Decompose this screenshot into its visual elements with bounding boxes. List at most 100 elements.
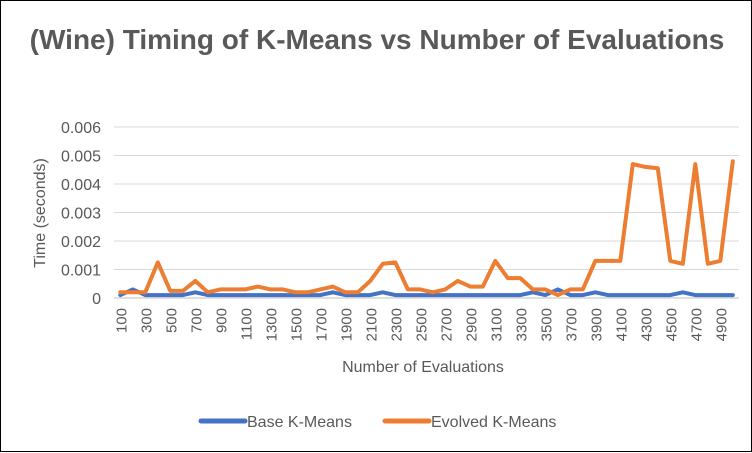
- x-tick-label: 500: [163, 308, 180, 333]
- data-point: [668, 259, 672, 263]
- data-point: [281, 287, 285, 291]
- data-point: [293, 290, 297, 294]
- data-point: [668, 293, 672, 297]
- data-point: [393, 293, 397, 297]
- data-point: [118, 290, 122, 294]
- data-point: [581, 287, 585, 291]
- x-tick-label: 1100: [238, 308, 255, 340]
- data-point: [656, 166, 660, 170]
- data-point: [331, 290, 335, 294]
- y-tick-label: 0.005: [61, 149, 101, 166]
- x-tick-label: 300: [138, 308, 155, 333]
- data-point: [631, 293, 635, 297]
- data-point: [481, 293, 485, 297]
- data-point: [531, 287, 535, 291]
- data-point: [681, 262, 685, 266]
- data-point: [156, 293, 160, 297]
- data-point: [618, 293, 622, 297]
- data-point: [256, 293, 260, 297]
- data-point: [168, 289, 172, 293]
- data-point: [693, 162, 697, 166]
- x-tick-label: 4900: [713, 308, 730, 341]
- data-point: [568, 293, 572, 297]
- x-tick-label: 4300: [638, 308, 655, 341]
- data-point: [343, 290, 347, 294]
- data-point: [468, 285, 472, 289]
- data-point: [318, 287, 322, 291]
- data-point: [218, 287, 222, 291]
- data-point: [731, 159, 735, 163]
- x-tick-label: 3500: [538, 308, 555, 341]
- x-tick-label: 1900: [338, 308, 355, 341]
- data-point: [456, 293, 460, 297]
- data-point: [231, 287, 235, 291]
- data-point: [368, 293, 372, 297]
- x-axis-title: Number of Evaluations: [342, 359, 504, 376]
- data-point: [581, 293, 585, 297]
- data-point: [543, 293, 547, 297]
- data-point: [506, 293, 510, 297]
- data-point: [156, 260, 160, 264]
- data-point: [231, 293, 235, 297]
- x-tick-label: 4700: [688, 308, 705, 341]
- data-point: [443, 293, 447, 297]
- data-point: [306, 290, 310, 294]
- x-tick-label: 1300: [263, 308, 280, 341]
- x-tick-label: 700: [188, 308, 205, 333]
- data-point: [406, 293, 410, 297]
- data-point: [643, 165, 647, 169]
- x-tick-label: 4500: [663, 308, 680, 341]
- data-point: [393, 260, 397, 264]
- data-point: [456, 279, 460, 283]
- data-point: [218, 293, 222, 297]
- x-tick-label: 3300: [513, 308, 530, 341]
- data-point: [718, 259, 722, 263]
- x-tick-label: 100: [113, 308, 130, 333]
- data-point: [268, 287, 272, 291]
- data-point: [431, 290, 435, 294]
- data-point: [131, 290, 135, 294]
- data-point: [243, 293, 247, 297]
- data-point: [643, 293, 647, 297]
- data-point: [656, 293, 660, 297]
- data-point: [418, 287, 422, 291]
- y-tick-label: 0: [92, 291, 101, 308]
- y-tick-label: 0.003: [61, 206, 101, 223]
- data-point: [268, 293, 272, 297]
- data-point: [518, 276, 522, 280]
- data-point: [731, 293, 735, 297]
- y-tick-label: 0.006: [61, 120, 101, 137]
- data-point: [493, 259, 497, 263]
- x-tick-label: 3900: [588, 308, 605, 341]
- x-tick-label: 2500: [413, 308, 430, 341]
- data-point: [593, 259, 597, 263]
- x-tick-label: 2700: [438, 308, 455, 341]
- data-point: [606, 259, 610, 263]
- y-tick-label: 0.002: [61, 234, 101, 251]
- y-tick-label: 0.004: [61, 177, 101, 194]
- data-point: [493, 293, 497, 297]
- data-point: [381, 262, 385, 266]
- data-point: [468, 293, 472, 297]
- data-point: [406, 287, 410, 291]
- chart-title: (Wine) Timing of K-Means vs Number of Ev…: [29, 24, 725, 55]
- data-point: [481, 285, 485, 289]
- x-tick-label: 1500: [288, 308, 305, 341]
- data-point: [418, 293, 422, 297]
- legend-label: Evolved K-Means: [431, 414, 556, 431]
- data-point: [606, 293, 610, 297]
- data-point: [368, 279, 372, 283]
- series-line: [118, 287, 735, 298]
- data-point: [631, 162, 635, 166]
- x-tick-label: 1700: [313, 308, 330, 341]
- data-point: [168, 293, 172, 297]
- y-tick-label: 0.001: [61, 263, 101, 280]
- data-point: [281, 293, 285, 297]
- data-point: [568, 287, 572, 291]
- data-point: [681, 290, 685, 294]
- data-point: [318, 293, 322, 297]
- data-point: [556, 287, 560, 291]
- y-axis-title: Time (seconds): [32, 158, 49, 268]
- data-point: [193, 290, 197, 294]
